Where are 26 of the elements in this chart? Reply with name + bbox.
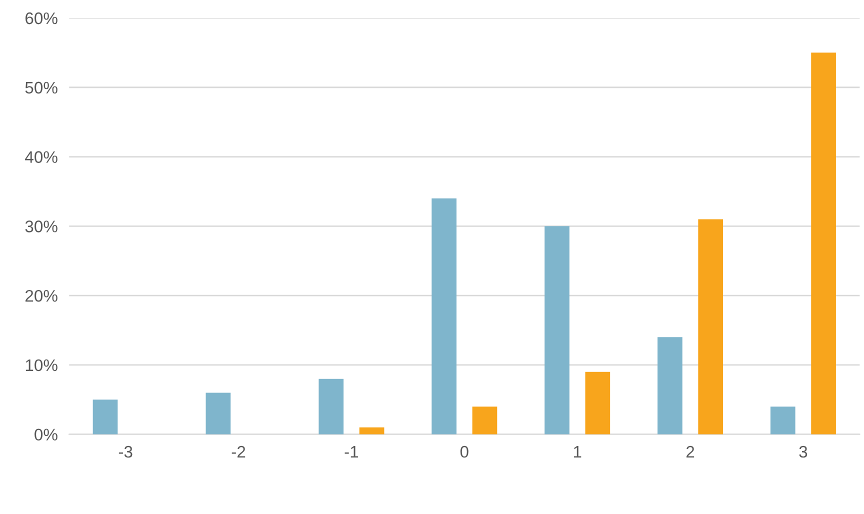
bar <box>770 406 796 434</box>
y-tick-label: 30% <box>25 220 58 232</box>
bar <box>206 392 231 434</box>
bar <box>432 198 456 434</box>
bar <box>658 337 682 434</box>
bar <box>92 400 118 434</box>
x-tick-label: 1 <box>574 446 582 458</box>
bar <box>544 226 570 434</box>
bar <box>698 219 724 434</box>
bar <box>472 406 498 434</box>
x-tick-label: -3 <box>118 446 132 458</box>
y-tick-label: 0% <box>34 428 58 441</box>
x-tick-label: 0 <box>460 446 468 458</box>
bar <box>811 52 836 434</box>
y-tick-label: 60% <box>26 12 58 24</box>
y-tick-label: 50% <box>25 82 58 94</box>
x-tick-label: 2 <box>686 446 694 458</box>
bar <box>585 372 610 434</box>
y-tick-label: 20% <box>25 290 58 302</box>
bar <box>318 378 344 434</box>
y-tick-label: 10% <box>26 359 58 372</box>
x-tick-label: -2 <box>232 446 246 458</box>
bar <box>359 427 384 434</box>
x-tick-label: -1 <box>344 446 358 458</box>
x-tick-label: 3 <box>799 446 808 458</box>
y-tick-label: 40% <box>25 151 58 163</box>
